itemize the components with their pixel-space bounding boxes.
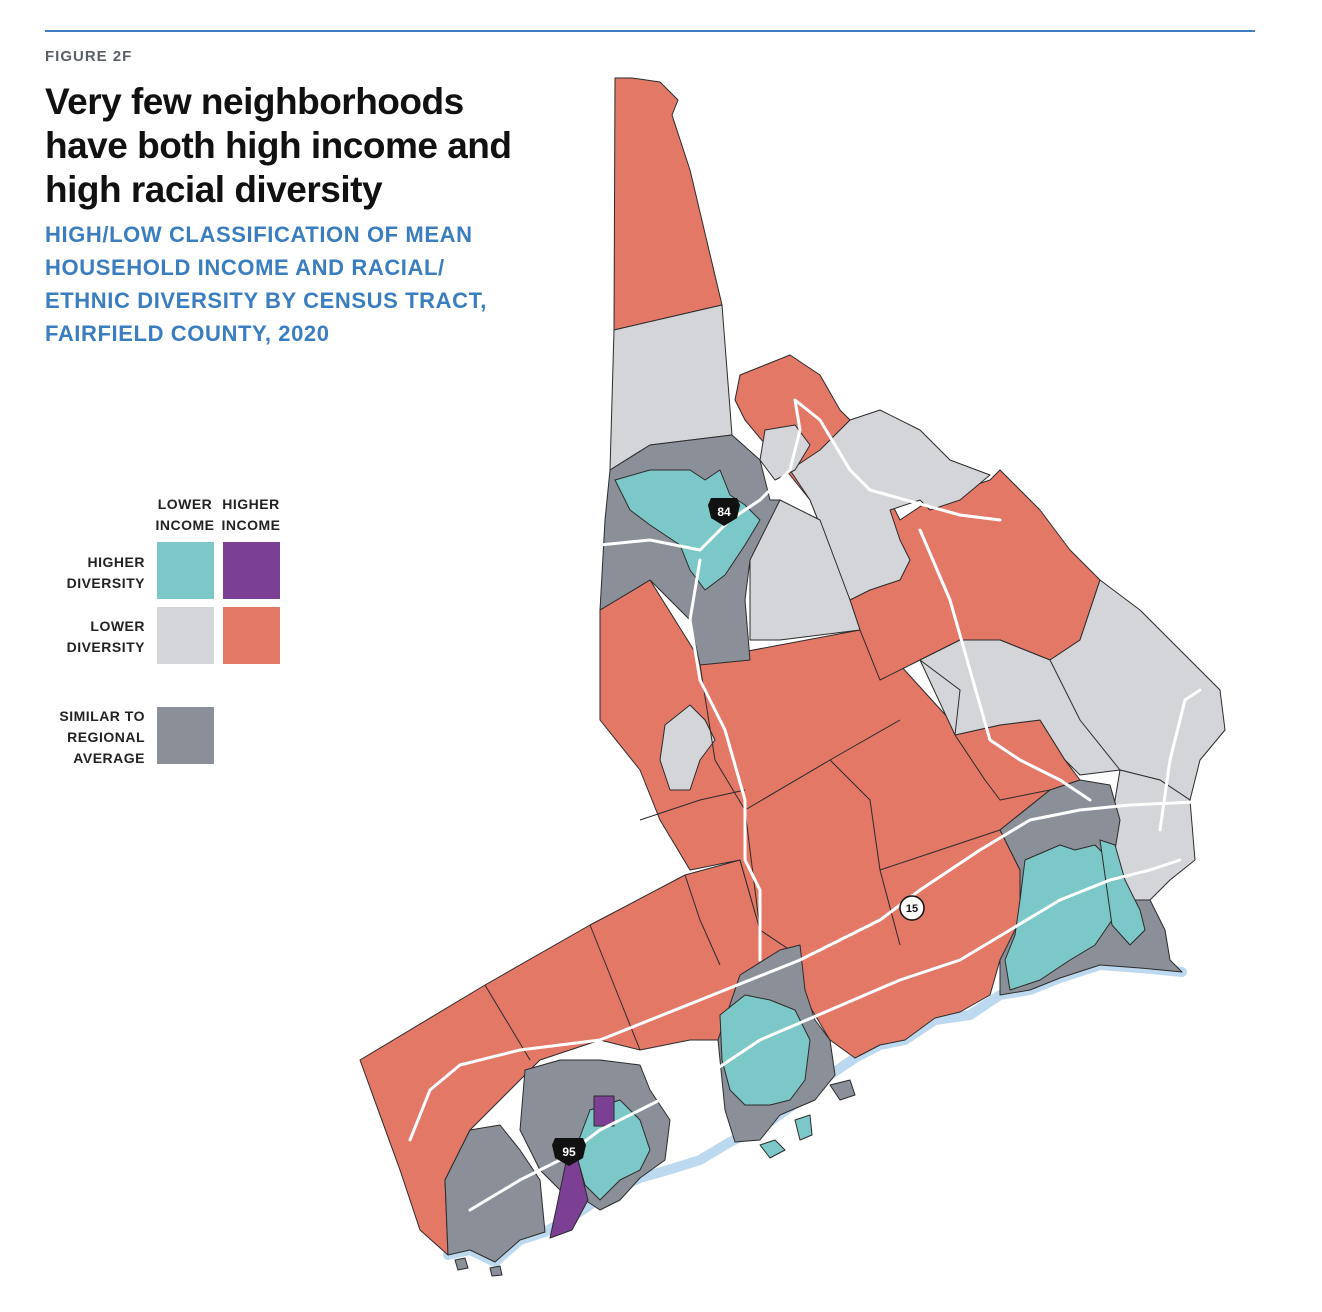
shield-95-label: 95 [562, 1145, 576, 1159]
swatch-lower-income-higher-diversity [157, 542, 214, 599]
island-4 [454, 1257, 469, 1271]
central-salmon-region [599, 579, 1051, 1059]
shield-84: 84 [708, 498, 740, 526]
island-1 [829, 1079, 856, 1101]
purple-tract-north [593, 1095, 615, 1127]
greenwich-teal-strip [1099, 839, 1146, 946]
swatch-lower-income-lower-diversity [157, 607, 214, 664]
northeast-gray-region [789, 409, 991, 601]
far-east-gray-region [919, 579, 1226, 801]
figure-label: FIGURE 2F [45, 48, 133, 65]
tract-regions [359, 77, 1226, 1277]
inset-gray-west [659, 704, 716, 791]
shield-84-label: 84 [717, 505, 731, 519]
figure-subtitle: HIGH/LOW CLASSIFICATION OF MEAN HOUSEHOL… [45, 222, 487, 346]
island-5 [489, 1265, 503, 1277]
shield-15: 15 [899, 895, 925, 921]
figure-title: Very few neighborhoods have both high in… [45, 81, 512, 210]
i84-route [598, 398, 1002, 552]
swatch-higher-income-higher-diversity [223, 542, 280, 599]
shield-95: 95 [552, 1138, 586, 1166]
legend-col-higher-income: HIGHER INCOME [221, 496, 281, 533]
tract-boundaries [484, 659, 1121, 1061]
route15-route [408, 800, 1197, 1142]
northern-panhandle-region [613, 77, 723, 331]
route7-route [688, 558, 762, 962]
legend-row-lower-diversity: LOWER DIVERSITY [66, 618, 145, 655]
east-connector [918, 528, 1092, 802]
top-rule [45, 30, 1255, 32]
swatch-similar-to-regional-average [157, 707, 214, 764]
legend-row-higher-diversity: HIGHER DIVERSITY [66, 554, 145, 591]
norwalk-teal-region [719, 994, 811, 1106]
island-2 [759, 1139, 786, 1159]
shield-15-label: 15 [906, 903, 918, 915]
mid-gray-region [749, 499, 861, 641]
route-east-north [1158, 688, 1202, 832]
legend-col-lower-income: LOWER INCOME [155, 496, 215, 533]
island-3 [794, 1114, 813, 1141]
legend-similar-label: SIMILAR TO REGIONAL AVERAGE [59, 708, 145, 766]
stamford-teal-region [1004, 844, 1113, 991]
swatch-higher-income-lower-diversity [223, 607, 280, 664]
